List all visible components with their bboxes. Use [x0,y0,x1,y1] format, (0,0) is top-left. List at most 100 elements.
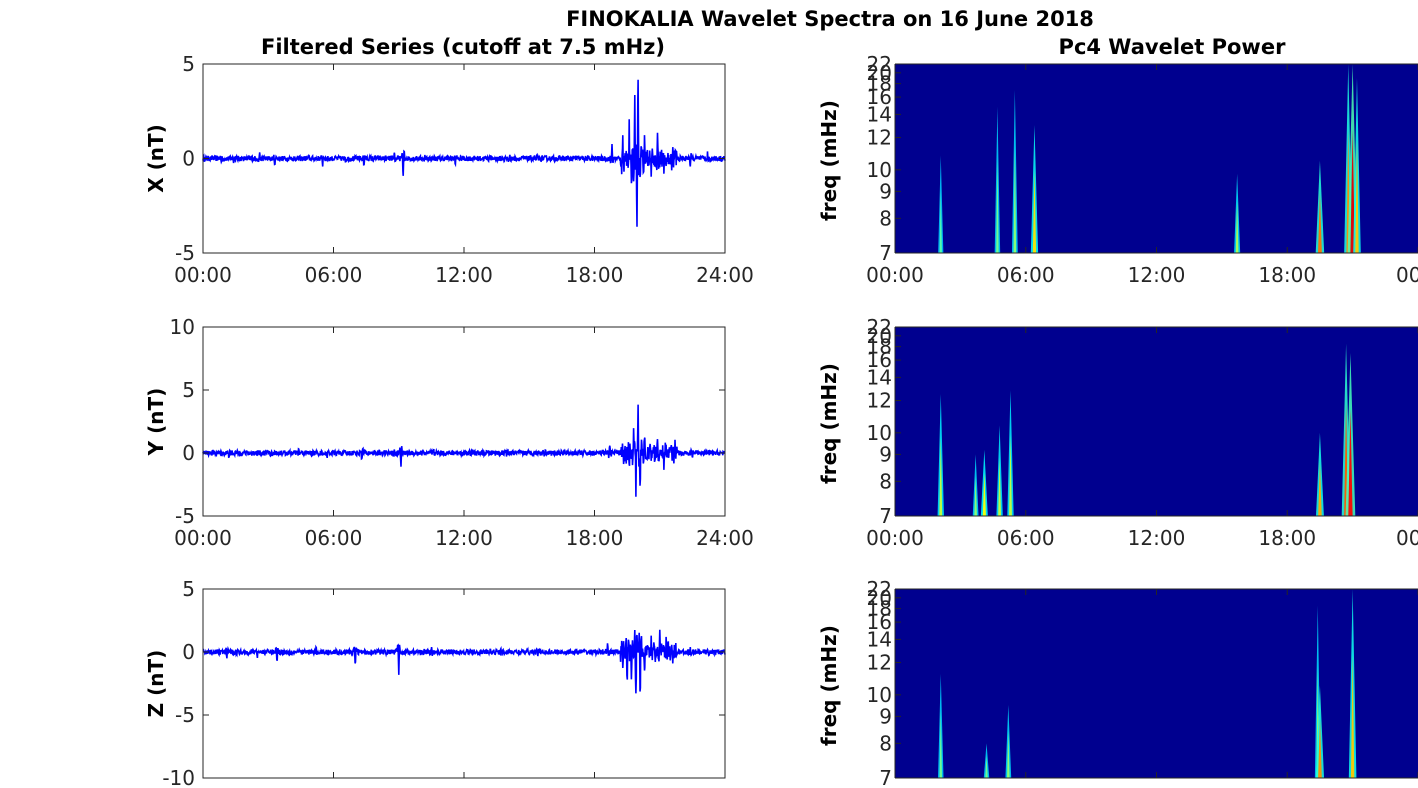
y-tick-label: 5 [182,52,195,76]
x-tick-label: 00:00 [174,526,232,550]
power-core [985,755,988,778]
y-tick-label: 16 [867,348,892,372]
y-tick-label: 10 [170,315,195,339]
y-axis-label: freq (mHz) [817,100,841,221]
y-tick-label: 18 [867,72,892,96]
series-line-x [202,79,726,227]
x-tick-label: 18:00 [1258,526,1316,550]
power-core [1032,169,1037,253]
y-tick-label: 7 [879,766,892,788]
y-tick-label: 16 [867,85,892,109]
panels: -5 0 5 00:00 06:00 12:00 18:00 24:00 X (nT) -5 0 5 1… [144,52,1418,788]
spectrogram-features [938,589,1357,778]
y-tick-label: 20 [867,61,892,85]
y-tick-label: 22 [867,52,892,76]
x-tick-label: 06:00 [997,526,1055,550]
right-column-title: Pc4 Wavelet Power [1059,35,1287,59]
y-tick-label: 20 [867,586,892,610]
left-column-title: Filtered Series (cutoff at 7.5 mHz) [261,35,665,59]
power-core [1009,434,1012,516]
x-tick-label: 18:00 [566,526,624,550]
y-tick-label: 9 [879,179,892,203]
y-axis-label: freq (mHz) [817,625,841,746]
y-axis-label: Z (nT) [144,650,168,718]
x-tick-label: 00:00 [866,263,924,287]
series-line-y [202,404,726,497]
y-tick-label: -5 [175,241,195,265]
y-tick-label: 14 [867,627,892,651]
timeseries-panel-x: -5 0 5 00:00 06:00 12:00 18:00 24:00 X (nT) [144,52,754,287]
y-tick-label: 0 [182,640,195,664]
power-core [1235,201,1239,253]
y-tick-label: 5 [182,577,195,601]
x-tick-label: 06:00 [305,263,363,287]
y-tick-label: 16 [867,610,892,634]
power-core [939,710,942,778]
y-tick-label: 10 [867,158,892,182]
power-core [998,457,1002,516]
power-core [1350,655,1355,778]
power-core [1318,717,1322,778]
x-tick-label: 00:00 [866,526,924,550]
x-tick-label: 18:00 [566,263,624,287]
x-tick-label: 18:00 [1258,263,1316,287]
y-tick-label: 20 [867,324,892,348]
y-tick-label: 8 [879,731,892,755]
spectrogram-background [895,327,1418,516]
y-tick-label: 22 [867,315,892,339]
power-core [1013,147,1017,253]
power-core [974,475,977,516]
x-tick-label: 12:00 [1128,263,1186,287]
x-tick-label: 12:00 [1128,526,1186,550]
y-tick-label: 14 [867,365,892,389]
y-tick-label: 0 [182,147,195,171]
x-tick-label: 00 [1396,263,1418,287]
power-core [996,158,999,253]
y-tick-label: 12 [867,389,892,413]
series-line-z [202,629,726,694]
power-core [1350,130,1355,253]
y-tick-label: 8 [879,469,892,493]
power-core [1318,461,1322,516]
axes-box [202,588,726,779]
y-axis-label: X (nT) [144,124,168,193]
y-tick-label: 18 [867,597,892,621]
power-core [982,472,986,516]
spectrogram-background [895,589,1418,778]
y-tick-label: 10 [867,683,892,707]
y-tick-label: 12 [867,126,892,150]
y-tick-label: 18 [867,335,892,359]
y-tick-label: 5 [182,378,195,402]
spectrogram-background [895,64,1418,253]
x-tick-label: 24:00 [696,263,754,287]
x-tick-label: 12:00 [435,526,493,550]
power-core [1007,730,1010,778]
y-tick-label: 9 [879,704,892,728]
y-tick-label: 8 [879,206,892,230]
timeseries-panel-z: -10 -5 0 5 Z (nT) [144,577,726,788]
x-tick-label: 24:00 [696,526,754,550]
power-core [1318,192,1322,253]
y-tick-label: 10 [867,421,892,445]
power-core [1355,139,1359,253]
y-tick-label: 0 [182,441,195,465]
power-core [939,189,942,253]
spectrogram-features [937,343,1356,516]
y-tick-label: 9 [879,442,892,466]
figure-title: FINOKALIA Wavelet Spectra on 16 June 201… [566,7,1094,31]
spectrogram-features [938,64,1361,253]
y-tick-label: 22 [867,577,892,601]
x-tick-label: 00 [1396,526,1418,550]
x-tick-label: 06:00 [305,526,363,550]
y-tick-label: 12 [867,651,892,675]
y-tick-label: -5 [175,703,195,727]
axes-box [202,326,726,517]
y-tick-label: 7 [879,504,892,528]
y-axis-label: Y (nT) [144,388,168,457]
x-tick-label: 12:00 [435,263,493,287]
timeseries-panel-y: -5 0 5 10 00:00 06:00 12:00 18:00 24:00 Y (nT) [144,315,754,550]
power-core [939,436,943,516]
